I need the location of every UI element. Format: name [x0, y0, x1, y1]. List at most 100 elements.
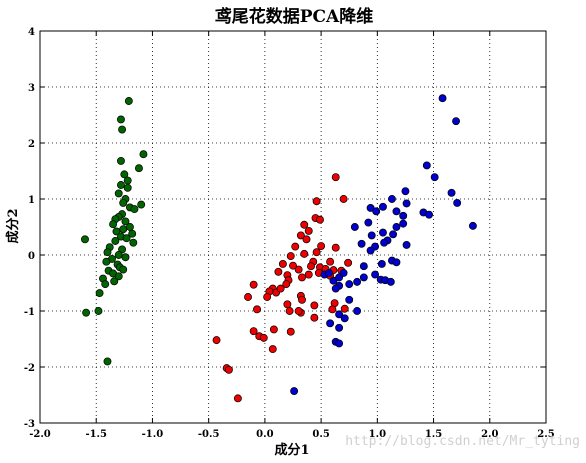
data-point-series-2	[328, 305, 337, 314]
data-point-series-1	[111, 237, 120, 245]
data-point-series-3	[359, 262, 368, 271]
data-point-series-2	[310, 301, 319, 310]
data-point-series-2	[326, 257, 335, 266]
data-point-series-1	[82, 308, 91, 317]
data-point-series-2	[331, 173, 340, 182]
data-point-series-1	[109, 220, 118, 229]
data-point-series-1	[117, 181, 125, 189]
x-tick-label: -1.5	[85, 429, 107, 440]
data-point-series-2	[312, 197, 321, 206]
y-tick-label: 2	[28, 139, 35, 150]
data-point-series-2	[294, 265, 303, 274]
data-point-series-2	[302, 235, 311, 244]
data-point-series-3	[438, 94, 447, 103]
data-point-series-3	[392, 258, 401, 267]
data-point-series-2	[212, 336, 221, 345]
data-point-series-3	[367, 231, 376, 240]
data-point-series-3	[379, 202, 387, 211]
data-point-series-2	[344, 258, 353, 267]
y-tick-label: -3	[24, 419, 35, 430]
data-point-series-1	[81, 235, 89, 244]
data-point-series-2	[278, 260, 287, 268]
data-point-series-1	[102, 257, 111, 266]
data-point-series-3	[452, 117, 460, 126]
data-point-series-2	[224, 365, 233, 374]
data-point-series-2	[316, 215, 324, 224]
data-point-series-2	[249, 327, 258, 336]
data-point-series-1	[114, 251, 123, 259]
data-point-series-3	[366, 246, 375, 255]
data-point-series-2	[296, 231, 305, 240]
data-point-series-1	[114, 272, 123, 281]
x-tick-label: 0.0	[256, 429, 273, 440]
data-point-series-2	[312, 248, 321, 257]
data-point-series-1	[123, 183, 132, 192]
data-point-series-3	[379, 228, 387, 237]
data-point-series-1	[121, 217, 130, 226]
data-point-series-2	[269, 325, 278, 334]
data-point-series-2	[253, 305, 261, 314]
data-point-series-3	[392, 207, 401, 216]
data-point-series-1	[139, 150, 148, 159]
data-point-series-3	[388, 195, 396, 203]
data-point-series-1	[119, 265, 128, 274]
data-point-series-2	[282, 280, 291, 289]
data-point-series-3	[430, 173, 439, 182]
data-point-series-2	[298, 273, 306, 282]
x-tick-label: -2.0	[29, 429, 51, 440]
data-point-series-1	[122, 234, 131, 243]
y-tick-labels: -3 -2 -1 0 1 2 3 4	[24, 27, 35, 430]
data-point-series-3	[380, 238, 389, 247]
data-point-series-2	[310, 313, 319, 322]
data-point-series-1	[124, 97, 133, 105]
data-point-series-1	[119, 198, 128, 207]
data-point-series-2	[285, 307, 294, 315]
data-point-series-1	[128, 229, 137, 238]
data-point-series-2	[286, 327, 295, 336]
data-point-series-3	[345, 280, 354, 289]
data-point-series-1	[119, 225, 128, 234]
data-point-series-3	[353, 307, 362, 315]
x-tick-label: 1.5	[425, 429, 442, 440]
data-point-series-2	[244, 293, 252, 301]
y-tick-label: -2	[24, 363, 35, 374]
data-point-series-2	[259, 333, 268, 342]
data-point-series-3	[392, 223, 401, 231]
data-point-series-1	[117, 156, 125, 165]
data-points	[81, 94, 477, 403]
data-point-series-1	[112, 227, 121, 236]
data-point-series-3	[399, 219, 408, 228]
data-point-series-3	[335, 310, 344, 319]
axis-ticks	[39, 30, 547, 424]
data-point-series-3	[389, 230, 398, 239]
data-point-series-2	[276, 284, 285, 293]
data-point-series-1	[118, 125, 127, 134]
data-point-series-2	[307, 262, 315, 271]
data-point-series-1	[130, 205, 139, 214]
data-point-series-1	[110, 277, 119, 286]
data-point-series-1	[103, 248, 112, 257]
data-point-series-2	[249, 280, 258, 289]
data-point-series-2	[283, 300, 292, 309]
data-point-series-3	[402, 240, 411, 249]
data-point-series-3	[399, 211, 408, 220]
data-point-series-3	[335, 339, 344, 348]
data-point-series-2	[274, 267, 283, 276]
data-point-series-3	[359, 273, 368, 282]
data-point-series-1	[117, 115, 125, 124]
y-tick-label: 4	[28, 27, 35, 38]
data-point-series-1	[126, 223, 134, 231]
data-point-series-3	[422, 161, 431, 170]
data-point-series-1	[121, 253, 130, 262]
data-point-series-3	[401, 187, 410, 196]
data-point-series-3	[453, 198, 462, 207]
data-point-series-3	[326, 319, 335, 328]
data-point-series-1	[137, 200, 146, 209]
data-point-series-3	[468, 221, 477, 230]
data-point-series-3	[402, 199, 411, 208]
data-point-series-2	[300, 220, 309, 229]
watermark: http://blog.csdn.net/Mr_tyting	[345, 434, 580, 449]
x-tick-label: -1.0	[142, 429, 164, 440]
data-point-series-3	[353, 277, 362, 286]
